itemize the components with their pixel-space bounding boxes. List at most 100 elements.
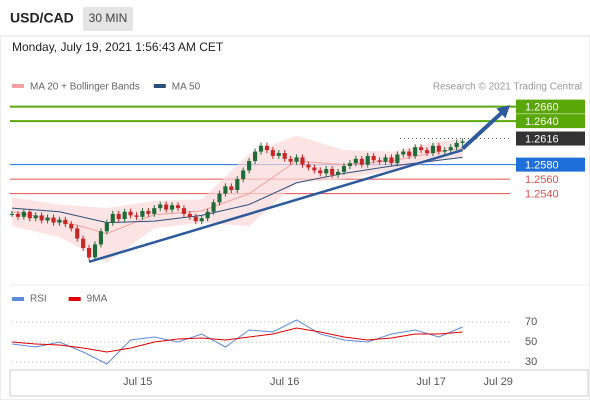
candle	[377, 160, 382, 162]
candle	[282, 153, 287, 159]
candle	[383, 157, 388, 162]
candle	[288, 158, 293, 162]
candle	[371, 155, 376, 161]
candle	[359, 158, 364, 165]
candle	[169, 205, 175, 210]
candle	[15, 213, 21, 217]
candle	[110, 213, 115, 223]
candle	[57, 219, 62, 223]
candle	[164, 204, 169, 210]
candle	[276, 153, 281, 156]
candle	[116, 213, 121, 220]
target-arrow	[461, 109, 506, 151]
candle	[199, 218, 204, 222]
ma20-line	[11, 148, 463, 235]
interval-button[interactable]	[83, 7, 133, 31]
legend-swatch	[12, 84, 24, 88]
candle	[413, 147, 418, 156]
candle	[270, 150, 275, 156]
candle	[128, 211, 133, 216]
x-tick-label: Jul 15	[123, 376, 152, 388]
candle	[318, 170, 323, 174]
candle	[365, 155, 370, 165]
x-tick-label: Jul 29	[483, 376, 512, 388]
candle	[211, 202, 216, 212]
candle	[181, 208, 187, 214]
candle	[92, 244, 98, 258]
level-label: 1.2640	[525, 116, 559, 128]
candle	[229, 186, 234, 190]
candle	[69, 224, 74, 229]
candle	[175, 205, 181, 209]
candle	[63, 219, 68, 225]
source: Research © 2021 Trading Central	[433, 82, 582, 93]
level-box	[516, 131, 585, 146]
y-tick-label: 50	[525, 336, 537, 348]
legend-swatch	[12, 297, 24, 301]
y-tick-label: 70	[525, 316, 537, 328]
level-label: 1.2580	[525, 160, 559, 172]
candle	[424, 150, 430, 154]
candle	[335, 171, 341, 175]
candle	[264, 145, 270, 151]
candle	[193, 216, 198, 222]
candle	[395, 154, 400, 164]
target-arrow-head	[496, 105, 510, 119]
candle	[21, 211, 26, 217]
trendline	[88, 148, 463, 263]
candle	[9, 213, 15, 215]
rsi-line	[11, 327, 463, 353]
candle	[448, 147, 453, 151]
candle	[247, 160, 252, 171]
level-box	[516, 157, 585, 172]
level-box	[516, 99, 585, 114]
candle	[436, 145, 441, 152]
candle	[401, 151, 406, 155]
legend-label: 9MA	[87, 294, 108, 305]
candle	[217, 193, 222, 203]
candle	[294, 157, 299, 162]
candle	[81, 238, 86, 249]
candle	[45, 217, 50, 221]
candle	[158, 204, 163, 209]
candle	[235, 179, 240, 190]
candle	[205, 211, 210, 219]
level-label: 1.2660	[525, 102, 559, 114]
candle	[312, 167, 317, 171]
candle	[306, 164, 311, 168]
legend-label: RSI	[30, 294, 47, 305]
candle	[146, 211, 151, 214]
candle	[75, 228, 80, 239]
interval[interactable]: 30 MIN	[89, 11, 128, 25]
candle	[252, 151, 258, 161]
candle	[330, 168, 335, 175]
candle	[454, 142, 459, 148]
level-box	[516, 114, 585, 129]
candle	[33, 215, 38, 219]
candle	[98, 231, 104, 245]
candle	[187, 213, 192, 217]
legend-swatch	[153, 84, 166, 88]
candle	[140, 211, 145, 217]
candle	[104, 222, 109, 232]
candle	[258, 145, 264, 152]
ma50-line	[11, 156, 463, 224]
x-axis-box	[9, 369, 589, 397]
level-label: 1.2616	[525, 133, 559, 145]
candle	[241, 170, 246, 180]
candle	[27, 211, 32, 219]
candle	[223, 186, 228, 194]
candle	[442, 150, 447, 152]
candle	[407, 151, 412, 156]
candle	[341, 166, 347, 172]
legend-label: MA 20 + Bollinger Bands	[30, 82, 140, 93]
legend-swatch	[68, 297, 81, 301]
y-tick-label: 30	[525, 356, 537, 368]
candle	[152, 208, 157, 214]
candle	[39, 215, 44, 221]
candle	[347, 163, 353, 167]
x-tick-label: Jul 16	[270, 376, 299, 388]
symbol: USD/CAD	[10, 10, 74, 26]
candle	[460, 141, 465, 143]
legend-label: MA 50	[172, 82, 201, 93]
